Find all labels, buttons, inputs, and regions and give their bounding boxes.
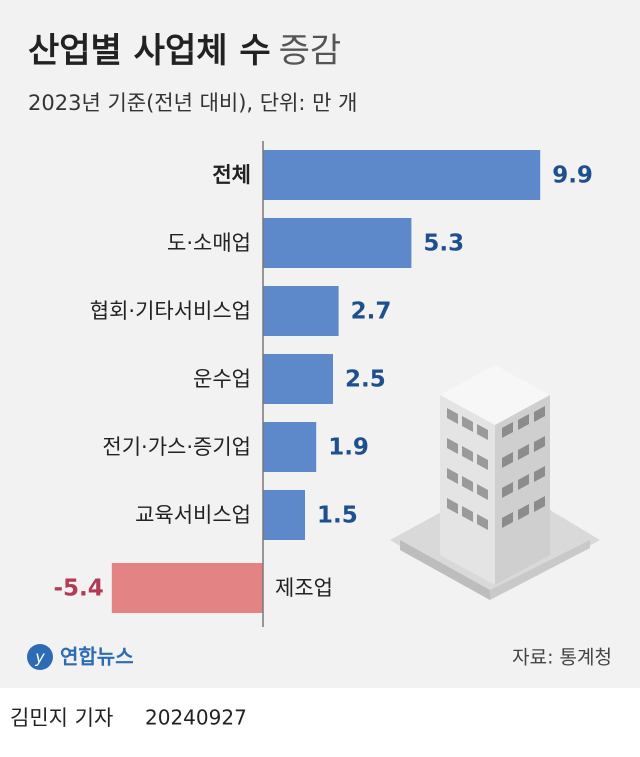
title-suffix: 증감 [279,31,342,71]
value-label: 1.5 [317,503,358,529]
category-label: 협회·기타서비스업 [90,299,251,323]
category-label: 도·소매업 [167,231,251,255]
category-label: 전기·가스·증기업 [102,435,251,459]
value-label: 5.3 [423,231,464,257]
value-label: -5.4 [54,576,104,602]
bar [263,354,333,404]
subtitle: 2023년 기준(전년 대비), 단위: 만 개 [28,91,357,115]
category-label: 운수업 [193,367,251,391]
category-label: 전체 [212,163,251,187]
date: 20240927 [145,706,247,730]
bar [263,286,339,336]
logo-text: 연합뉴스 [60,645,134,669]
category-label: 교육서비스업 [135,503,251,527]
logo: y 연합뉴스 [27,644,134,670]
value-label: 2.7 [351,299,392,325]
bar [263,218,412,268]
building-illustration [390,365,600,600]
title-main: 산업별 사업체 수 [28,31,271,71]
category-label: 제조업 [275,576,333,600]
value-label: 1.9 [328,435,369,461]
chart-title: 산업별 사업체 수 증감 [28,31,341,71]
bar [263,150,541,200]
bar [111,563,263,613]
bar [263,490,305,540]
svg-text:y: y [34,648,45,667]
source: 자료: 통계청 [512,647,612,669]
value-label: 9.9 [552,163,593,189]
value-label: 2.5 [345,367,386,393]
bar [263,422,317,472]
byline: 김민지 기자 [10,706,113,730]
